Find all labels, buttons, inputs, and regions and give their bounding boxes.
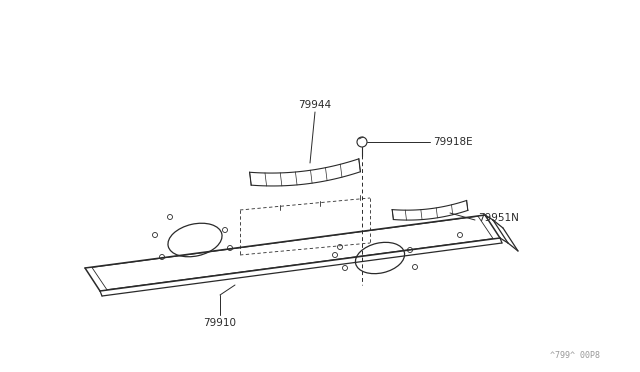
- Text: 79951N: 79951N: [478, 213, 519, 223]
- Text: 79910: 79910: [204, 318, 237, 328]
- Text: ^799^ 00P8: ^799^ 00P8: [550, 350, 600, 359]
- Text: 79918E: 79918E: [433, 137, 472, 147]
- Text: 79944: 79944: [298, 100, 332, 110]
